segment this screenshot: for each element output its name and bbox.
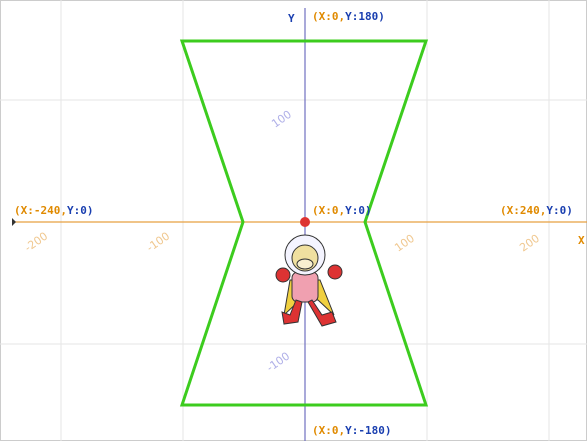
coord-x: (X:0,	[312, 424, 345, 437]
coord-x: (X:240,	[500, 204, 546, 217]
scratch-stage: YX(X:0,Y:180)(X:-240,Y:0)(X:0,Y:0)(X:240…	[0, 0, 587, 441]
page: {"stage": { "axis_labels": {"x": "X", "y…	[0, 0, 587, 441]
coordinate-label: (X:240,Y:0)	[500, 204, 573, 217]
coord-x: (X:0,	[312, 10, 345, 23]
coord-y: Y:0)	[546, 204, 573, 217]
x-axis-label: X	[578, 234, 585, 247]
coord-x: (X:-240,	[14, 204, 67, 217]
coord-y: Y:0)	[67, 204, 94, 217]
coord-y: Y:0)	[345, 204, 372, 217]
y-axis-label: Y	[288, 12, 295, 25]
origin-dot	[300, 217, 310, 227]
stage-border	[1, 1, 587, 441]
coordinate-label: (X:0,Y:180)	[312, 10, 385, 23]
coord-y: Y:180)	[345, 10, 385, 23]
coord-x: (X:0,	[312, 204, 345, 217]
coordinate-label: (X:-240,Y:0)	[14, 204, 93, 217]
coordinate-label: (X:0,Y:-180)	[312, 424, 391, 437]
coordinate-label: (X:0,Y:0)	[312, 204, 372, 217]
coord-y: Y:-180)	[345, 424, 391, 437]
